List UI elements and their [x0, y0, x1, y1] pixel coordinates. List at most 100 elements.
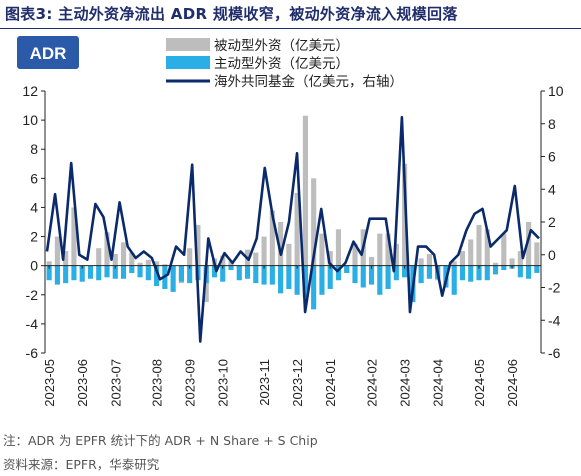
- passive-bar: [377, 233, 383, 266]
- passive-bar: [468, 239, 474, 266]
- active-bar: [385, 265, 391, 289]
- x-tick-label: 2024-05: [472, 359, 487, 407]
- passive-bar: [311, 178, 317, 266]
- passive-bar: [402, 163, 408, 266]
- active-bar: [278, 265, 284, 294]
- active-bar: [335, 265, 342, 281]
- x-tick-label: 2023-05: [42, 359, 57, 407]
- passive-bar: [203, 265, 209, 303]
- active-bar: [319, 265, 325, 295]
- passive-bar: [418, 258, 424, 266]
- legend-label: 主动型外资（亿美元）: [214, 56, 349, 72]
- chart-badge-label: ADR: [30, 44, 67, 63]
- right-tick-label: 0: [548, 247, 556, 263]
- passive-bar: [71, 207, 77, 266]
- left-tick-label: 8: [30, 141, 38, 157]
- passive-bar: [145, 259, 151, 266]
- active-bar: [79, 265, 85, 282]
- legend: 被动型外资（亿美元） 主动型外资（亿美元）海外共同基金（亿美元，右轴）: [166, 38, 403, 90]
- series-overseas: [45, 115, 540, 343]
- x-tick-label: 2023-11: [257, 359, 272, 406]
- passive-bar: [426, 254, 432, 266]
- passive-bar: [162, 264, 168, 266]
- passive-bar: [476, 224, 482, 266]
- active-bar: [534, 265, 540, 273]
- active-bar: [104, 265, 110, 278]
- active-bar: [269, 265, 275, 285]
- passive-bar: [228, 261, 234, 266]
- active-bar: [484, 265, 490, 281]
- passive-bar: [187, 248, 193, 266]
- legend-swatch: [166, 56, 210, 69]
- active-bar: [468, 265, 474, 282]
- left-tick-label: 0: [30, 258, 38, 274]
- active-bar: [352, 265, 358, 284]
- passive-bar: [368, 256, 375, 266]
- x-tick-label: 2023-06: [75, 359, 90, 407]
- active-bar: [360, 265, 366, 288]
- left-tick-label: 6: [30, 170, 38, 186]
- note-text: 注：ADR 为 EPFR 统计下的 ADR + N Share + S Chip: [3, 433, 318, 448]
- passive-bar: [526, 222, 532, 266]
- active-bar: [170, 265, 176, 292]
- active-bar: [211, 265, 218, 278]
- passive-bar: [385, 233, 391, 266]
- passive-bar: [517, 251, 523, 266]
- active-bar: [302, 265, 308, 298]
- active-bar: [187, 265, 193, 284]
- x-tick-label: 2023-07: [108, 359, 123, 407]
- left-tick-label: 4: [30, 199, 38, 215]
- x-tick-label: 2024-04: [431, 359, 446, 407]
- right-tick-label: 6: [548, 149, 556, 165]
- active-bar: [261, 265, 267, 285]
- legend-label: 被动型外资（亿美元）: [214, 38, 349, 54]
- active-bar: [451, 265, 457, 295]
- passive-bar: [393, 243, 399, 266]
- left-tick-label: -2: [26, 287, 39, 303]
- active-bar: [54, 265, 60, 285]
- active-bar: [228, 265, 234, 271]
- legend-swatch: [166, 38, 210, 51]
- active-bar: [220, 265, 226, 282]
- active-bar: [517, 265, 523, 278]
- x-tick-label: 2023-12: [290, 359, 305, 407]
- active-bar: [178, 265, 184, 282]
- passive-bar: [253, 252, 259, 266]
- passive-bar: [451, 261, 457, 266]
- passive-bar: [63, 251, 69, 266]
- passive-bar: [319, 233, 325, 266]
- active-bar: [327, 265, 333, 289]
- active-bar: [501, 265, 507, 271]
- active-bar: [418, 265, 424, 284]
- right-tick-label: 10: [548, 83, 564, 99]
- passive-bar: [509, 258, 515, 266]
- left-tick-label: 2: [30, 229, 38, 245]
- x-tick-label: 2023-09: [183, 359, 198, 407]
- active-bar: [244, 265, 251, 279]
- active-bar: [129, 265, 135, 273]
- x-tick-label: 2024-06: [505, 359, 520, 407]
- active-bar: [236, 265, 242, 281]
- passive-bar: [220, 255, 226, 266]
- right-tick-label: -6: [548, 345, 561, 361]
- active-bar: [492, 265, 499, 275]
- active-bar: [253, 265, 259, 284]
- passive-bar: [54, 236, 60, 266]
- passive-bar: [327, 251, 333, 266]
- active-bar: [459, 265, 466, 281]
- x-tick-label: 2024-01: [323, 359, 338, 407]
- passive-bar: [104, 232, 110, 266]
- passive-bar: [195, 224, 201, 266]
- left-tick-label: -4: [26, 316, 39, 332]
- passive-bar: [286, 243, 292, 266]
- figure-title: 图表3: 主动外资净流出 ADR 规模收窄，被动外资净流入规模回落: [5, 5, 458, 23]
- active-bar: [426, 265, 432, 279]
- passive-bar: [129, 252, 135, 266]
- active-bar: [294, 265, 300, 295]
- active-bar: [154, 265, 160, 287]
- axes: -6 -4 -2 0 2 4 6 8 10 12 -6 -4 -2 0 2 4 6 8 10 2023-05 2023-…: [22, 83, 563, 407]
- passive-bar: [261, 236, 267, 266]
- active-bar: [96, 265, 102, 281]
- title-rule: [0, 28, 581, 29]
- source-text: 资料来源：EPFR，华泰研究: [3, 457, 160, 472]
